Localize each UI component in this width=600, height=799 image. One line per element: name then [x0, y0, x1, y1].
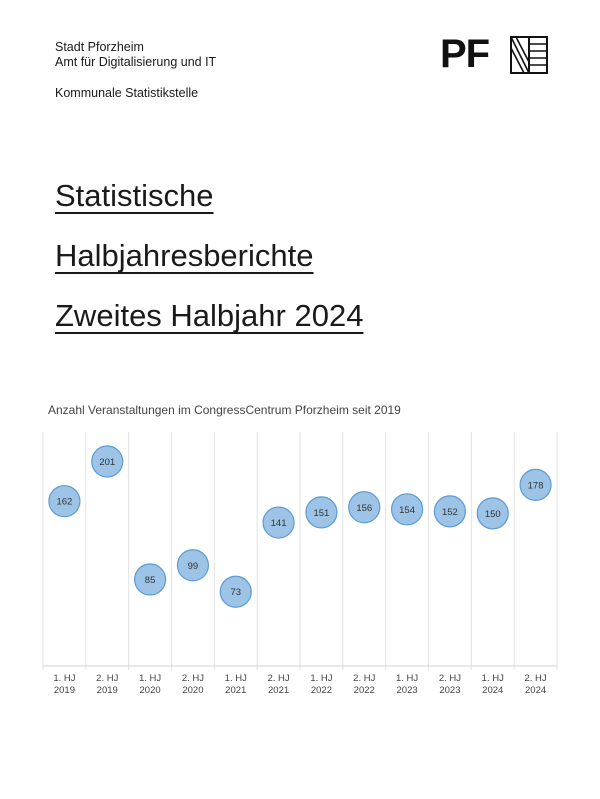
data-label: 154: [399, 505, 415, 516]
data-label: 156: [356, 503, 372, 514]
report-title-line-1: Statistische: [55, 178, 214, 213]
x-tick-label-year: 2019: [97, 685, 118, 696]
data-point: [433, 495, 467, 528]
logo-mark-icon: [510, 36, 548, 74]
x-tick-label-period: 2. HJ: [353, 673, 375, 684]
data-point: [390, 493, 424, 526]
data-point: [476, 497, 509, 530]
x-tick-label-year: 2021: [225, 685, 246, 696]
x-tick-label-period: 1. HJ: [482, 673, 504, 684]
x-tick-label-year: 2024: [482, 685, 503, 696]
issuer-block: Stadt Pforzheim Amt für Digitalisierung …: [55, 40, 216, 70]
x-tick-label-year: 2020: [182, 685, 203, 696]
x-tick-label-period: 1. HJ: [139, 673, 161, 684]
data-point: [91, 445, 124, 478]
x-tick-label-period: 1. HJ: [396, 673, 418, 684]
data-label: 73: [230, 587, 241, 598]
x-tick-label-period: 1. HJ: [53, 673, 75, 684]
x-tick-label-period: 2. HJ: [524, 673, 546, 684]
x-tick-label-period: 2. HJ: [267, 673, 289, 684]
data-label: 162: [56, 497, 72, 508]
x-tick-label-period: 2. HJ: [439, 673, 461, 684]
chart-title: Anzahl Veranstaltungen im CongressCentru…: [48, 403, 401, 417]
data-point: [133, 563, 167, 596]
x-tick-label-year: 2023: [439, 685, 460, 696]
data-point: [176, 549, 210, 582]
x-tick-label-year: 2020: [140, 685, 161, 696]
data-label: 150: [485, 509, 501, 520]
x-tick-label-period: 1. HJ: [310, 673, 332, 684]
data-label: 178: [528, 480, 544, 491]
data-point: [519, 468, 552, 502]
data-label: 141: [271, 518, 287, 529]
x-tick-label-year: 2023: [397, 685, 418, 696]
x-tick-label-period: 1. HJ: [225, 673, 247, 684]
logo-text: PF: [440, 32, 490, 76]
report-title-line-2: Halbjahresberichte: [55, 238, 314, 273]
x-tick-label-year: 2022: [311, 685, 332, 696]
x-tick-label-year: 2019: [54, 685, 75, 696]
data-point: [348, 491, 381, 524]
data-label: 201: [99, 457, 115, 468]
data-point: [219, 575, 252, 608]
x-tick-label-period: 2. HJ: [96, 673, 118, 684]
x-tick-label-year: 2022: [354, 685, 375, 696]
report-title-line-3: Zweites Halbjahr 2024: [55, 298, 364, 333]
data-point: [305, 496, 338, 529]
x-tick-label-period: 2. HJ: [182, 673, 204, 684]
data-point: [48, 485, 81, 518]
issuer-office: Amt für Digitalisierung und IT: [55, 55, 217, 69]
data-label: 99: [188, 561, 199, 572]
data-label: 85: [145, 575, 156, 586]
x-tick-label-year: 2021: [268, 685, 289, 696]
data-label: 151: [313, 508, 329, 519]
data-label: 152: [442, 507, 458, 518]
x-tick-label-year: 2024: [525, 685, 546, 696]
data-point: [262, 506, 295, 539]
issuer-city: Stadt Pforzheim: [55, 40, 144, 54]
department-name: Kommunale Statistikstelle: [55, 86, 199, 100]
pforzheim-logo: PF: [440, 32, 550, 76]
